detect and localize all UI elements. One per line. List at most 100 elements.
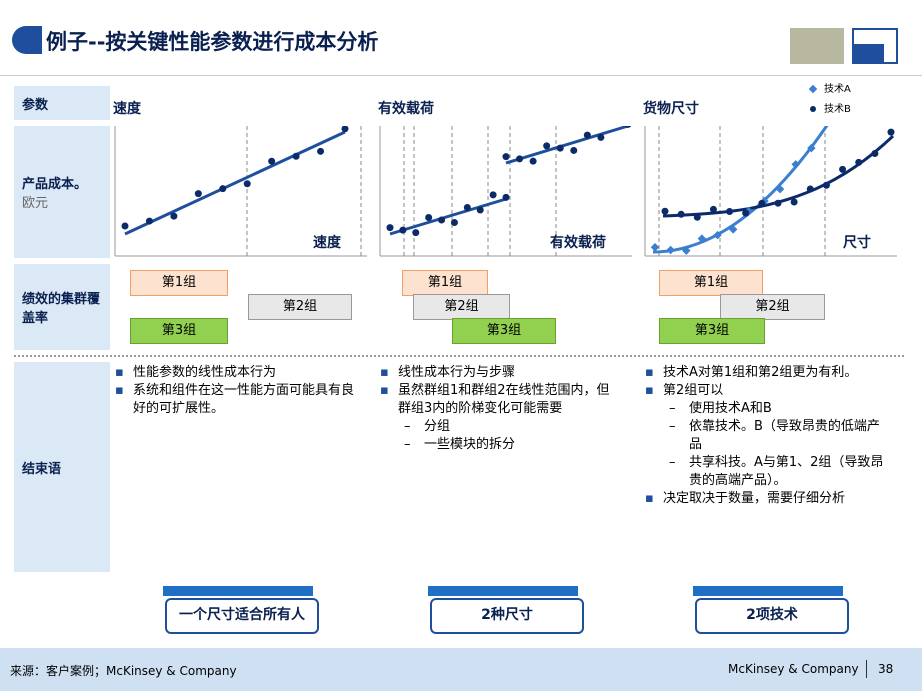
- summary-button: 一个尺寸适合所有人: [165, 598, 319, 634]
- legend-item: 技术A: [808, 80, 851, 100]
- sub-bullet: 一些模块的拆分: [378, 436, 622, 454]
- conclusion: 线性成本行为与步骤虽然群组1和群组2在线性范围内，但群组3内的阶梯变化可能需要分…: [378, 364, 622, 454]
- point: [806, 185, 814, 193]
- sub-bullet: 共享科技。A与第1、2组（导致昂贵的高端产品）。: [643, 454, 887, 490]
- point: [502, 153, 510, 161]
- bullet: 虽然群组1和群组2在线性范围内，但群组3内的阶梯变化可能需要: [378, 382, 622, 418]
- point: [693, 213, 701, 221]
- legend-marker: [808, 84, 818, 94]
- cluster-box: 第3组: [130, 318, 228, 344]
- row-label-unit: 欧元: [22, 196, 49, 211]
- cluster-box: 第2组: [413, 294, 510, 320]
- point: [790, 198, 798, 206]
- point: [243, 180, 251, 188]
- logo: [852, 28, 898, 64]
- summary-button: 2种尺寸: [430, 598, 584, 634]
- rule: [0, 75, 922, 76]
- point: [425, 214, 433, 222]
- point: [556, 144, 564, 152]
- point: [489, 191, 497, 199]
- rect: [807, 143, 816, 153]
- point: [386, 224, 394, 232]
- sub-bullet: 使用技术A和B: [643, 400, 887, 418]
- arrow: [693, 586, 843, 596]
- point: [145, 217, 153, 225]
- line: [505, 126, 629, 165]
- path: [652, 126, 829, 254]
- point: [677, 210, 685, 218]
- point: [709, 205, 717, 213]
- cluster-box: 第3组: [452, 318, 556, 344]
- axis-label: 尺寸: [843, 235, 871, 251]
- point: [438, 216, 446, 224]
- row-label-text: 产品成本。: [22, 177, 88, 192]
- row-label: 结束语: [14, 362, 110, 572]
- column-header: 速度: [113, 101, 141, 117]
- cluster-box: 第2组: [248, 294, 352, 320]
- footer-company: McKinsey & Company: [728, 662, 859, 676]
- point: [758, 199, 766, 207]
- point: [341, 126, 349, 133]
- point: [570, 146, 578, 154]
- point: [822, 181, 830, 189]
- cluster-box: 第1组: [130, 270, 228, 296]
- point: [317, 147, 325, 155]
- point: [219, 185, 227, 193]
- bullet: 系统和组件在这一性能方面可能具有良好的可扩展性。: [113, 382, 357, 418]
- conclusion: 技术A对第1组和第2组更为有利。第2组可以使用技术A和B依靠技术。B（导致昂贵的…: [643, 364, 887, 508]
- footer-band: [0, 648, 922, 691]
- summary-button: 2项技术: [695, 598, 849, 634]
- illustration: [644, 126, 897, 258]
- bullet: 技术A对第1组和第2组更为有利。: [643, 364, 887, 382]
- legend-text: 技术A: [824, 84, 851, 95]
- point: [268, 157, 276, 165]
- title-marker: [12, 26, 42, 54]
- line: [124, 130, 346, 236]
- point: [516, 155, 524, 163]
- rect: [775, 184, 785, 194]
- legend-marker: [810, 106, 816, 112]
- cluster-box: 第1组: [402, 270, 488, 296]
- point: [855, 158, 863, 166]
- point: [583, 131, 591, 139]
- point: [742, 209, 750, 217]
- row-label: 绩效的集群覆盖率: [14, 264, 110, 350]
- illustration: [114, 126, 367, 258]
- point: [476, 206, 484, 214]
- rect: [682, 246, 691, 255]
- row-label: 参数: [14, 86, 110, 120]
- row-label: 产品成本。 欧元: [14, 126, 110, 258]
- arrow: [428, 586, 578, 596]
- point: [887, 128, 895, 136]
- bullet: 第2组可以: [643, 382, 887, 400]
- point: [543, 142, 551, 150]
- divider: [14, 355, 904, 357]
- point: [839, 165, 847, 173]
- arrow: [163, 586, 313, 596]
- sub-bullet: 分组: [378, 418, 622, 436]
- bullet: 线性成本行为与步骤: [378, 364, 622, 382]
- point: [450, 219, 458, 227]
- rect: [697, 234, 707, 243]
- point: [774, 199, 782, 207]
- legend-item: 技术B: [810, 100, 851, 120]
- column-header: 有效载荷: [378, 101, 434, 117]
- line: [389, 197, 507, 236]
- footer-sep: [866, 660, 867, 678]
- footer-source: 来源：客户案例；McKinsey & Company: [10, 664, 237, 678]
- rect: [791, 160, 800, 169]
- column-header: 货物尺寸: [643, 101, 699, 117]
- point: [871, 150, 879, 158]
- footer-page: 38: [878, 662, 894, 676]
- point: [170, 212, 178, 220]
- rect: [713, 230, 722, 240]
- cluster-box: 第3组: [659, 318, 765, 344]
- point: [661, 207, 669, 215]
- conclusion: 性能参数的线性成本行为系统和组件在这一性能方面可能具有良好的可扩展性。: [113, 364, 357, 418]
- point: [463, 203, 471, 211]
- point: [529, 157, 537, 165]
- point: [502, 193, 510, 201]
- photo: [790, 28, 844, 64]
- bullet: 决定取决于数量，需要仔细分析: [643, 490, 887, 508]
